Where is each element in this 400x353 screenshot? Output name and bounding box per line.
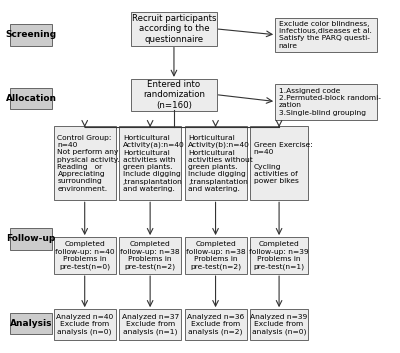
Text: Analyzed n=36
Exclude from
analysis (n=2): Analyzed n=36 Exclude from analysis (n=2… <box>187 314 244 335</box>
Text: Analyzed n=37
Exclude from
analysis (n=1): Analyzed n=37 Exclude from analysis (n=1… <box>122 314 179 335</box>
FancyBboxPatch shape <box>10 88 52 109</box>
Text: Horticultural
Activity(b):n=40
Horticultural
activities without
green plants.
In: Horticultural Activity(b):n=40 Horticult… <box>188 135 253 192</box>
FancyBboxPatch shape <box>275 18 377 52</box>
FancyBboxPatch shape <box>10 312 52 334</box>
FancyBboxPatch shape <box>119 309 181 340</box>
Text: 1.Assigned code
2.Permuted-block randomi-
zation
3.Single-blind grouping: 1.Assigned code 2.Permuted-block randomi… <box>279 88 381 116</box>
Text: Recruit participants
according to the
questionnaire: Recruit participants according to the qu… <box>132 13 216 44</box>
Text: Completed
follow-up: n=39
Problems in
pre-test(n=1): Completed follow-up: n=39 Problems in pr… <box>249 241 309 270</box>
FancyBboxPatch shape <box>54 309 116 340</box>
FancyBboxPatch shape <box>10 24 52 46</box>
FancyBboxPatch shape <box>54 237 116 274</box>
FancyBboxPatch shape <box>184 237 246 274</box>
Text: Completed
follow-up: n=38
Problems in
pre-test(n=2): Completed follow-up: n=38 Problems in pr… <box>186 241 245 270</box>
FancyBboxPatch shape <box>250 309 308 340</box>
Text: Analysis: Analysis <box>10 319 52 328</box>
FancyBboxPatch shape <box>54 126 116 201</box>
Text: Follow-up: Follow-up <box>6 234 56 244</box>
FancyBboxPatch shape <box>184 309 246 340</box>
Text: Analyzed n=39
Exclude from
analysis (n=0): Analyzed n=39 Exclude from analysis (n=0… <box>250 314 308 335</box>
Text: Allocation: Allocation <box>6 94 57 103</box>
Text: Analyzed n=40
Exclude from
analysis (n=0): Analyzed n=40 Exclude from analysis (n=0… <box>56 314 113 335</box>
Text: Completed
follow-up: n=40
Problems in
pre-test(n=0): Completed follow-up: n=40 Problems in pr… <box>55 241 114 270</box>
Text: Completed
follow-up: n=38
Problems in
pre-test(n=2): Completed follow-up: n=38 Problems in pr… <box>120 241 180 270</box>
Text: Horticultural
Activity(a):n=40
Horticultural
activities with
green plants.
Inclu: Horticultural Activity(a):n=40 Horticult… <box>123 135 185 192</box>
FancyBboxPatch shape <box>10 228 52 250</box>
FancyBboxPatch shape <box>131 12 217 46</box>
Text: Green Exercise:
n=40

Cycling
activities of
power bikes: Green Exercise: n=40 Cycling activities … <box>254 142 312 184</box>
FancyBboxPatch shape <box>184 126 246 201</box>
Text: Exclude color blindness,
infectious,diseases et al.
Satisfy the PARQ questi-
nai: Exclude color blindness, infectious,dise… <box>279 21 372 49</box>
FancyBboxPatch shape <box>250 126 308 201</box>
FancyBboxPatch shape <box>275 84 377 120</box>
Text: Control Group:
n=40
Not perform any
physical activity.
Reading   or
Appreciating: Control Group: n=40 Not perform any phys… <box>58 135 120 192</box>
FancyBboxPatch shape <box>250 237 308 274</box>
Text: Entered into
randomization
(n=160): Entered into randomization (n=160) <box>143 79 205 110</box>
FancyBboxPatch shape <box>119 126 181 201</box>
FancyBboxPatch shape <box>131 79 217 111</box>
FancyBboxPatch shape <box>119 237 181 274</box>
Text: Screening: Screening <box>6 30 57 40</box>
